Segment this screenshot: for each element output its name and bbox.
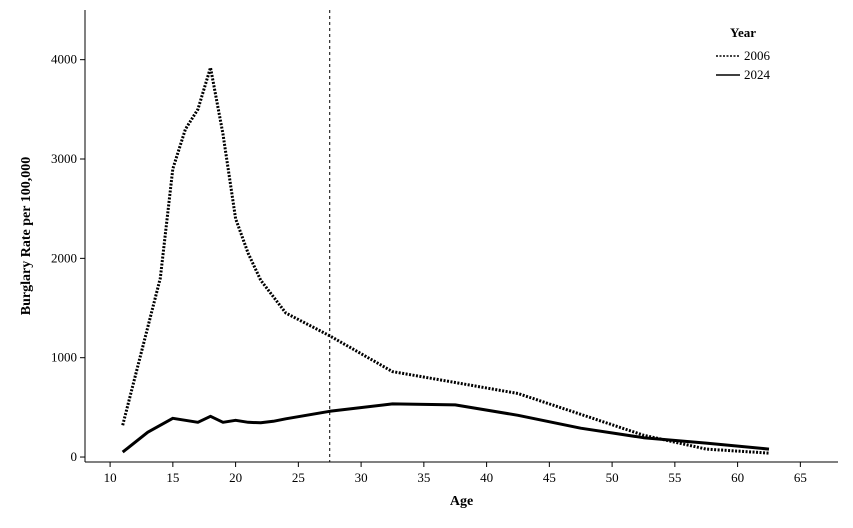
axes	[80, 10, 838, 467]
y-axis-title: Burglary Rate per 100,000	[19, 157, 34, 315]
x-tick-label: 60	[731, 470, 744, 485]
tick-labels: 10 15 20 25 30 35 40 45 50 55 60 65 0 1000 2000 3000 400…	[51, 52, 807, 485]
x-tick-label: 40	[480, 470, 493, 485]
x-tick-label: 45	[543, 470, 556, 485]
legend-title: Year	[730, 25, 756, 40]
y-tick-label: 4000	[51, 52, 77, 67]
y-tick-label: 0	[71, 449, 78, 464]
legend-label-2006: 2006	[744, 48, 771, 63]
series-line-2006	[121, 66, 770, 455]
x-tick-label: 15	[166, 470, 179, 485]
x-tick-label: 10	[104, 470, 117, 485]
legend: Year 2006 2024	[716, 25, 771, 82]
series-line-2024	[121, 402, 770, 454]
x-tick-label: 20	[229, 470, 242, 485]
y-tick-label: 3000	[51, 151, 77, 166]
x-tick-label: 50	[606, 470, 619, 485]
x-axis-title: Age	[450, 494, 473, 509]
y-tick-label: 2000	[51, 250, 77, 265]
legend-label-2024: 2024	[744, 67, 771, 82]
x-tick-label: 35	[417, 470, 430, 485]
x-tick-label: 25	[292, 470, 305, 485]
y-tick-label: 1000	[51, 350, 77, 365]
x-tick-label: 55	[668, 470, 681, 485]
series-group	[121, 66, 770, 455]
x-tick-label: 30	[355, 470, 368, 485]
x-tick-label: 65	[794, 470, 807, 485]
